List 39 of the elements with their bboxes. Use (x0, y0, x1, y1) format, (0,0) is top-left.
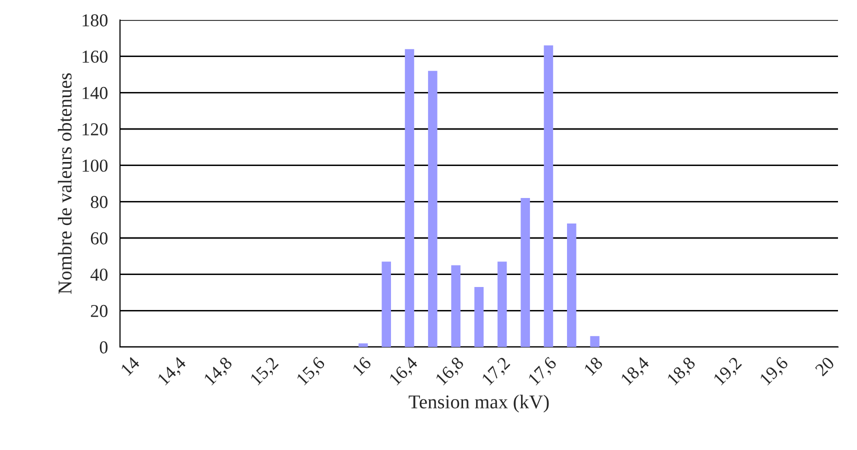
y-tick-label: 100 (82, 160, 108, 172)
x-tick-label: 14 (120, 356, 140, 376)
bar (520, 198, 530, 347)
y-tick-label: 160 (82, 50, 108, 63)
y-tick-label: 60 (90, 232, 108, 244)
y-tick-label: 80 (90, 196, 108, 208)
x-tick-label: 16,4 (388, 356, 420, 388)
x-tick-label: 19,2 (712, 356, 744, 388)
x-tick-label: 18 (584, 356, 604, 376)
bar (404, 49, 414, 347)
y-axis-title: Nombre de valeurs obtenues (58, 73, 72, 294)
x-tick-label: 18,4 (620, 356, 652, 388)
x-axis-title: Tension max (kV) (408, 394, 549, 412)
x-tick-label: 17,6 (528, 356, 559, 388)
bar (498, 262, 507, 347)
bar (382, 262, 391, 347)
bar (474, 287, 484, 347)
x-tick-label: 20 (814, 356, 835, 377)
x-tick-label: 18,8 (666, 356, 698, 388)
bar (567, 223, 576, 347)
x-tick-label: 14,8 (203, 356, 235, 388)
y-tick-label: 20 (90, 304, 108, 318)
x-tick-label: 19,6 (759, 356, 791, 388)
x-tick-label: 14,4 (157, 356, 189, 388)
bar (451, 265, 460, 347)
y-tick-label: 40 (90, 268, 108, 281)
x-tick-label: 15,6 (296, 356, 328, 388)
bar (590, 336, 600, 347)
y-tick-label: 140 (82, 86, 108, 100)
x-tick-label: 16,8 (434, 356, 466, 388)
y-tick-label: 0 (100, 341, 108, 354)
x-tick-label: 17,2 (481, 356, 512, 388)
y-tick-label: 120 (82, 123, 108, 136)
x-tick-label: 16 (352, 356, 372, 376)
x-tick-label: 15,2 (250, 356, 281, 388)
bar (428, 70, 438, 347)
y-tick-label: 180 (82, 14, 108, 26)
bar (544, 45, 554, 347)
bar (358, 343, 368, 347)
